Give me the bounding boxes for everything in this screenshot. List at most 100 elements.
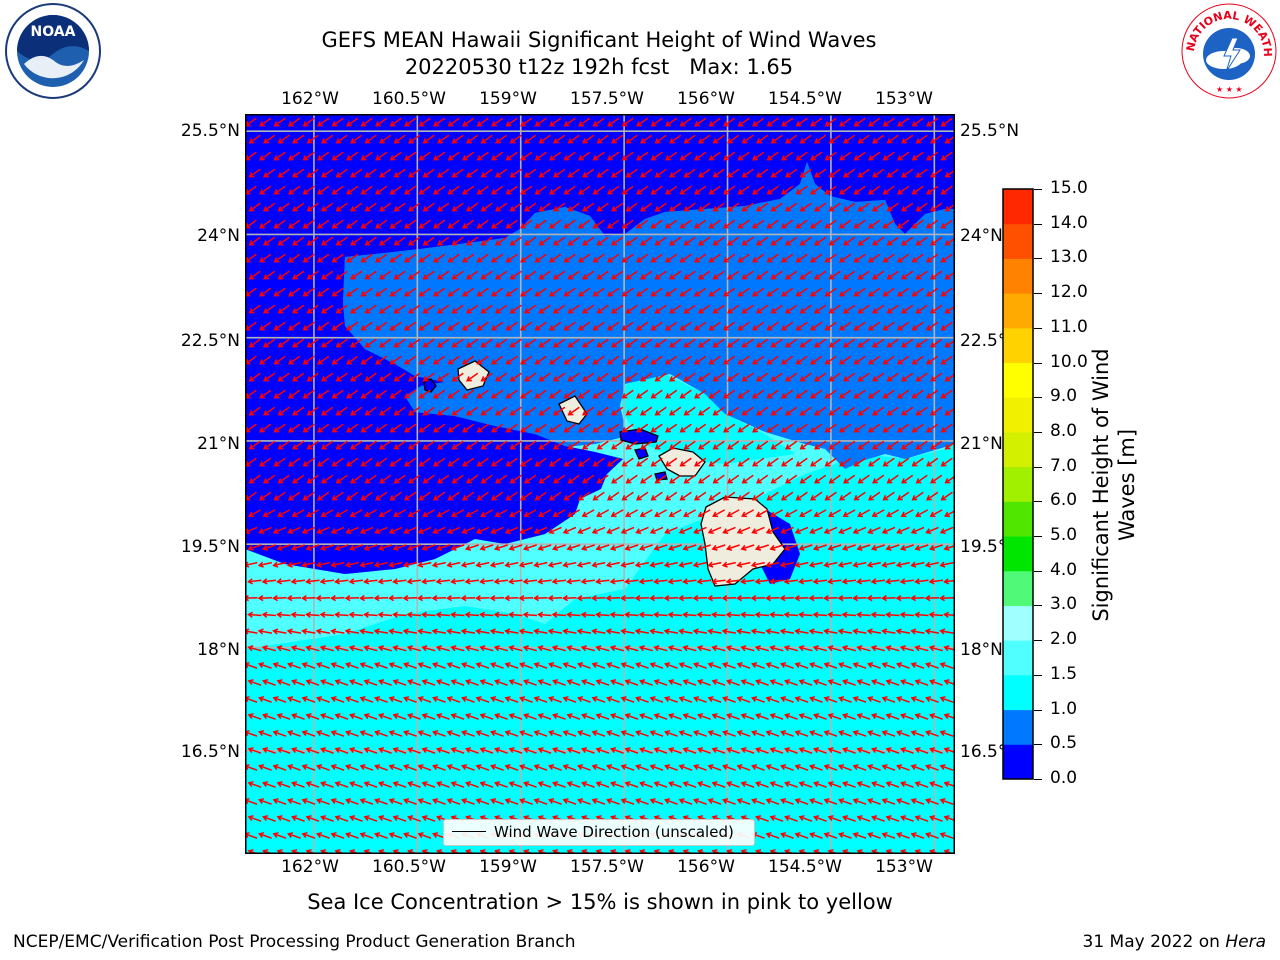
wave-direction-arrow <box>896 662 910 669</box>
wave-direction-arrow <box>828 304 841 314</box>
wave-direction-arrow <box>897 423 910 433</box>
wave-direction-arrow <box>885 611 900 618</box>
wave-direction-arrow <box>331 457 344 467</box>
wave-direction-arrow <box>436 679 450 686</box>
wave-direction-arrow <box>665 287 678 297</box>
lon-tick-top: 160.5°W <box>372 89 446 109</box>
wave-direction-arrow <box>799 270 812 280</box>
wave-direction-arrow <box>679 491 692 501</box>
wave-direction-arrow <box>462 389 475 399</box>
wave-direction-arrow <box>437 304 450 314</box>
wave-direction-arrow <box>533 526 548 535</box>
wave-direction-arrow <box>288 151 301 161</box>
wave-direction-arrow <box>450 747 465 754</box>
wave-direction-arrow <box>625 338 638 348</box>
wave-direction-arrow <box>823 526 838 535</box>
wave-direction-arrow <box>636 151 649 161</box>
wave-direction-arrow <box>595 713 610 720</box>
wave-direction-arrow <box>374 730 388 737</box>
wave-direction-arrow <box>795 185 808 195</box>
wave-direction-arrow <box>509 236 522 246</box>
wave-direction-arrow <box>653 747 668 754</box>
wave-direction-arrow <box>737 185 750 195</box>
wave-direction-arrow <box>940 219 953 229</box>
wave-direction-arrow <box>263 202 276 212</box>
wave-direction-arrow <box>403 696 417 703</box>
wave-direction-arrow <box>621 117 634 127</box>
wave-direction-arrow <box>335 134 348 144</box>
wave-direction-arrow <box>475 594 490 602</box>
wave-direction-arrow <box>654 270 667 280</box>
wave-direction-arrow <box>885 815 900 822</box>
wave-direction-arrow <box>451 134 464 144</box>
wave-direction-arrow <box>378 509 392 518</box>
wave-direction-arrow <box>914 781 929 788</box>
wave-direction-arrow <box>693 662 707 669</box>
wave-direction-arrow <box>914 544 929 551</box>
wave-direction-arrow <box>678 662 693 669</box>
wave-direction-arrow <box>407 713 421 720</box>
wave-direction-arrow <box>708 287 721 297</box>
wave-direction-arrow <box>491 219 504 229</box>
wave-direction-arrow <box>432 526 446 535</box>
wave-direction-arrow <box>668 781 682 788</box>
wave-direction-arrow <box>722 526 736 535</box>
wave-direction-arrow <box>872 236 885 246</box>
wave-direction-arrow <box>722 730 736 737</box>
wave-direction-arrow <box>857 509 871 518</box>
wave-direction-arrow <box>364 474 377 484</box>
wave-direction-arrow <box>432 662 446 669</box>
wave-direction-arrow <box>824 253 837 263</box>
wave-direction-arrow <box>259 423 272 433</box>
wave-direction-arrow <box>567 168 580 178</box>
wave-direction-arrow <box>693 696 707 703</box>
wave-direction-arrow <box>664 526 678 535</box>
wave-direction-arrow <box>464 645 479 652</box>
wave-direction-arrow <box>302 151 315 161</box>
wave-direction-arrow <box>624 544 639 551</box>
wave-direction-arrow <box>930 304 943 314</box>
wave-direction-arrow <box>712 338 725 348</box>
lon-tick-top: 157.5°W <box>570 89 644 109</box>
wave-direction-arrow <box>549 253 562 263</box>
wave-direction-arrow <box>698 270 711 280</box>
noaa-logo: NOAA <box>4 2 102 104</box>
wave-direction-arrow <box>754 544 769 551</box>
wave-direction-arrow <box>375 219 388 229</box>
wave-direction-arrow <box>334 611 349 618</box>
wave-direction-arrow <box>305 544 320 551</box>
wave-direction-arrow <box>943 645 955 652</box>
wave-direction-arrow <box>915 202 928 212</box>
wave-direction-arrow <box>479 578 494 585</box>
wave-direction-arrow <box>421 645 436 652</box>
wave-direction-arrow <box>460 594 476 602</box>
wave-direction-arrow <box>466 236 479 246</box>
wave-direction-arrow <box>595 781 610 788</box>
wave-direction-arrow <box>872 406 885 416</box>
wave-direction-arrow <box>736 561 751 568</box>
wave-direction-arrow <box>711 578 726 585</box>
wave-direction-arrow <box>388 798 403 805</box>
wave-direction-arrow <box>620 696 635 703</box>
wave-direction-arrow <box>781 219 794 229</box>
wave-direction-arrow <box>914 679 929 686</box>
wave-direction-arrow <box>533 594 548 602</box>
wave-direction-arrow <box>404 321 417 331</box>
colorbar-tick-mark <box>1034 431 1042 433</box>
wave-direction-arrow <box>475 730 490 737</box>
wave-direction-arrow <box>853 491 866 501</box>
wave-direction-arrow <box>839 321 852 331</box>
wave-direction-arrow <box>779 561 794 568</box>
wave-direction-arrow <box>640 168 653 178</box>
wave-direction-arrow <box>495 474 508 484</box>
wave-direction-arrow <box>712 168 725 178</box>
wave-direction-arrow <box>669 406 682 416</box>
wave-direction-arrow <box>725 645 740 652</box>
wave-direction-arrow <box>508 578 523 585</box>
wave-direction-arrow <box>940 151 953 161</box>
wave-direction-arrow <box>740 578 755 585</box>
wave-direction-arrow <box>766 185 779 195</box>
wave-direction-arrow <box>495 236 508 246</box>
wave-direction-arrow <box>504 662 519 669</box>
wave-direction-arrow <box>901 372 914 382</box>
